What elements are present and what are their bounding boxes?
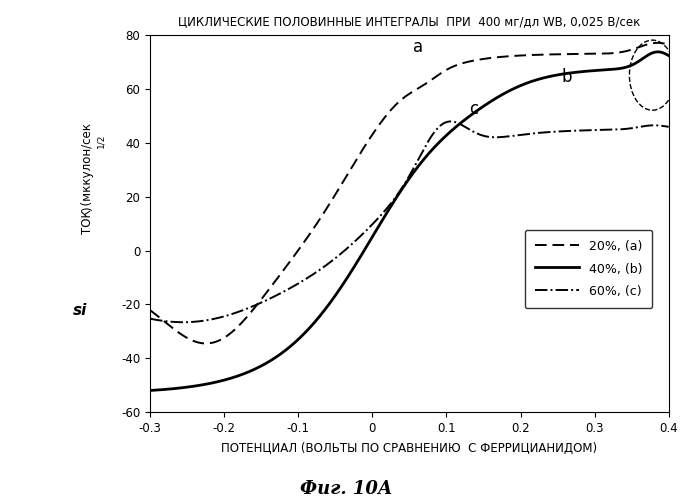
Text: c: c xyxy=(468,100,477,118)
Text: si: si xyxy=(73,303,87,318)
X-axis label: ПОТЕНЦИАЛ (ВОЛЬТЫ ПО СРАВНЕНИЮ  С ФЕРРИЦИАНИДОМ): ПОТЕНЦИАЛ (ВОЛЬТЫ ПО СРАВНЕНИЮ С ФЕРРИЦИ… xyxy=(221,442,597,455)
Text: a: a xyxy=(413,38,423,56)
Text: ТОК (мккулон/сек: ТОК (мккулон/сек xyxy=(81,122,94,234)
Legend: 20%, (a), 40%, (b), 60%, (c): 20%, (a), 40%, (b), 60%, (c) xyxy=(525,230,652,308)
Title: ЦИКЛИЧЕСКИЕ ПОЛОВИННЫЕ ИНТЕГРАЛЫ  ПРИ  400 мг/дл WB, 0,025 В/сек: ЦИКЛИЧЕСКИЕ ПОЛОВИННЫЕ ИНТЕГРАЛЫ ПРИ 400… xyxy=(178,15,640,28)
Text: 1/2: 1/2 xyxy=(96,134,105,147)
Text: Фиг. 10А: Фиг. 10А xyxy=(300,480,393,498)
Text: ): ) xyxy=(81,206,94,210)
Text: b: b xyxy=(561,68,572,86)
